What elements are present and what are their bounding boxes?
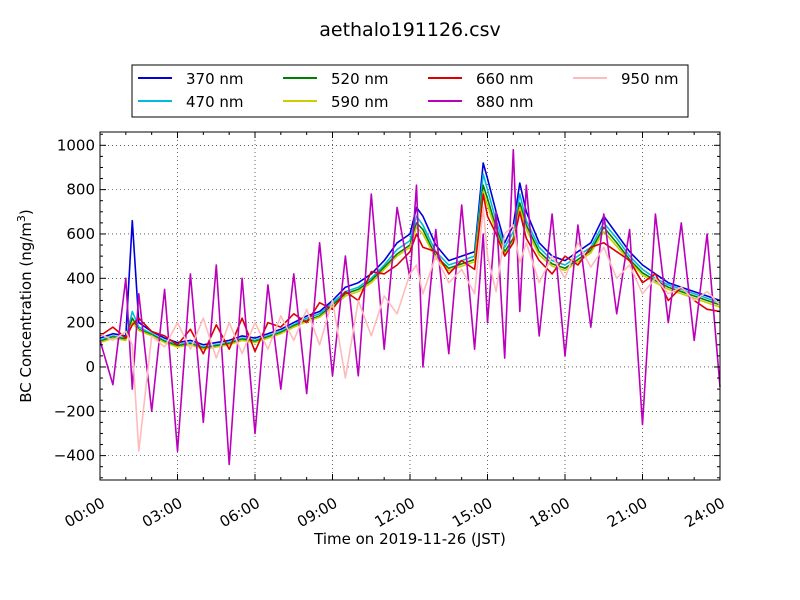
series-line-660-nm (99, 193, 721, 355)
y-tick-label: −400 (54, 447, 95, 465)
legend-label: 590 nm (331, 93, 389, 111)
y-tick-label: 400 (66, 269, 95, 287)
legend-box (131, 64, 689, 118)
y-tick-labels: −400 −200 0 200 400 600 800 1000 (54, 136, 95, 464)
y-tick-label: −200 (54, 402, 95, 420)
legend-label: 660 nm (476, 70, 534, 88)
series-layer (99, 148, 721, 466)
y-tick-label: 600 (66, 225, 95, 243)
axis-ticks (99, 132, 721, 480)
chart-title: aethalo191126.csv (319, 19, 501, 41)
y-axis-label: BC Concentration (ng/m3) (15, 209, 35, 403)
legend-label: 470 nm (186, 93, 244, 111)
legend-label: 950 nm (621, 70, 679, 88)
legend-label: 520 nm (331, 70, 389, 88)
y-tick-label: 1000 (57, 136, 95, 154)
series-line-950-nm (99, 206, 721, 453)
legend-label: 370 nm (186, 70, 244, 88)
y-tick-label: 200 (66, 314, 95, 332)
legend-label: 880 nm (476, 93, 534, 111)
legend: 370 nm 470 nm 520 nm 590 nm 660 nm 880 nm 950 … (131, 64, 689, 118)
series-line-370-nm (99, 162, 721, 346)
y-tick-label: 800 (66, 181, 95, 199)
x-axis-label: Time on 2019-11-26 (JST) (313, 530, 506, 548)
y-tick-label: 0 (85, 358, 95, 376)
